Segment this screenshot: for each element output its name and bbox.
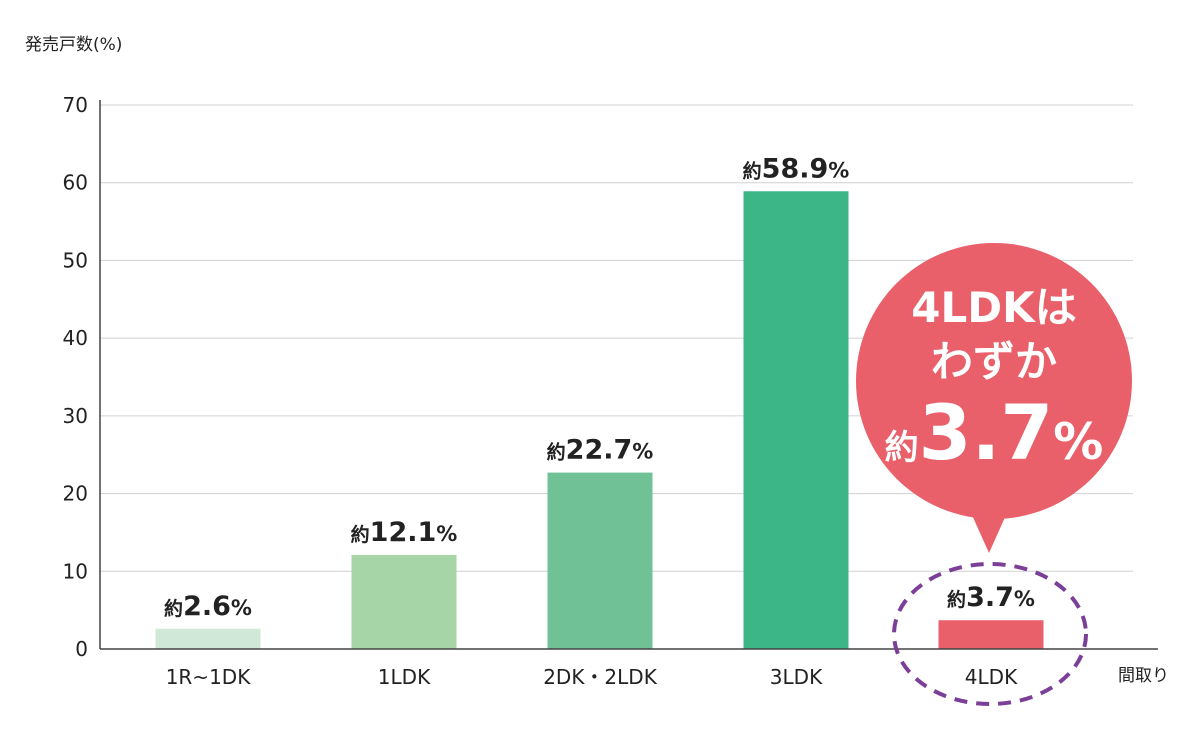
category-label: 1LDK: [378, 665, 431, 689]
data-label-prefix: 約: [547, 441, 566, 464]
category-label: 4LDK: [965, 665, 1018, 689]
data-label-prefix: 約: [743, 159, 762, 182]
data-label-value: 22.7: [566, 435, 633, 466]
y-tick-label: 50: [63, 248, 88, 272]
y-tick-labels: 0 10 20 30 40 50 60 70: [63, 93, 88, 661]
y-tick-label: 10: [63, 559, 88, 583]
data-label-unit: %: [436, 522, 457, 546]
bar: [351, 554, 457, 649]
y-tick-label: 0: [75, 637, 88, 661]
callout: 4LDKは わずか 約3.7%: [856, 243, 1132, 706]
data-label: 約3.7%: [947, 582, 1035, 613]
data-label: 約2.6%: [164, 591, 252, 622]
bar: [938, 620, 1044, 649]
data-label-value: 3.7: [966, 582, 1014, 613]
callout-line1: 4LDKは: [911, 283, 1076, 332]
data-label-value: 58.9: [762, 153, 829, 184]
data-label-unit: %: [231, 596, 252, 620]
data-label-prefix: 約: [164, 597, 183, 620]
axes: 発売戸数(%) 間取り: [25, 35, 1169, 686]
data-label: 約22.7%: [547, 435, 654, 466]
y-tick-label: 70: [63, 93, 88, 117]
callout-circle: [856, 243, 1132, 519]
y-tick-label: 60: [63, 171, 88, 195]
bar: [155, 628, 261, 649]
data-label-unit: %: [828, 158, 849, 182]
category-label: 3LDK: [770, 665, 823, 689]
callout-number: 3.7: [919, 388, 1054, 477]
bar: [547, 472, 653, 649]
bars: [155, 191, 1044, 649]
data-label: 約58.9%: [743, 153, 850, 184]
y-tick-label: 30: [63, 404, 88, 428]
data-label-prefix: 約: [947, 588, 966, 611]
x-axis-title: 間取り: [1118, 666, 1169, 686]
data-labels: 約2.6%約12.1%約22.7%約58.9%約3.7%: [164, 153, 1035, 622]
callout-bubble: [972, 515, 1006, 553]
y-axis-title: 発売戸数(%): [25, 35, 122, 55]
category-label: 1R~1DK: [166, 665, 252, 689]
callout-unit: %: [1053, 413, 1103, 471]
gridlines: [100, 104, 1133, 572]
y-tick-label: 20: [63, 482, 88, 506]
highlight-dashed-ellipse: [892, 562, 1088, 706]
data-label-unit: %: [1014, 587, 1035, 611]
bar: [743, 191, 849, 649]
callout-value: 約3.7%: [885, 388, 1104, 477]
callout-prefix: 約: [885, 428, 919, 468]
callout-line2: わずか: [931, 337, 1057, 386]
data-label: 約12.1%: [351, 517, 458, 548]
category-labels: 1R~1DK 1LDK 2DK・2LDK 3LDK 4LDK: [166, 665, 1018, 689]
data-label-value: 2.6: [183, 591, 231, 622]
category-label: 2DK・2LDK: [543, 665, 658, 689]
data-label-prefix: 約: [351, 523, 370, 546]
data-label-value: 12.1: [370, 517, 437, 548]
y-tick-label: 40: [63, 326, 88, 350]
data-label-unit: %: [632, 440, 653, 464]
